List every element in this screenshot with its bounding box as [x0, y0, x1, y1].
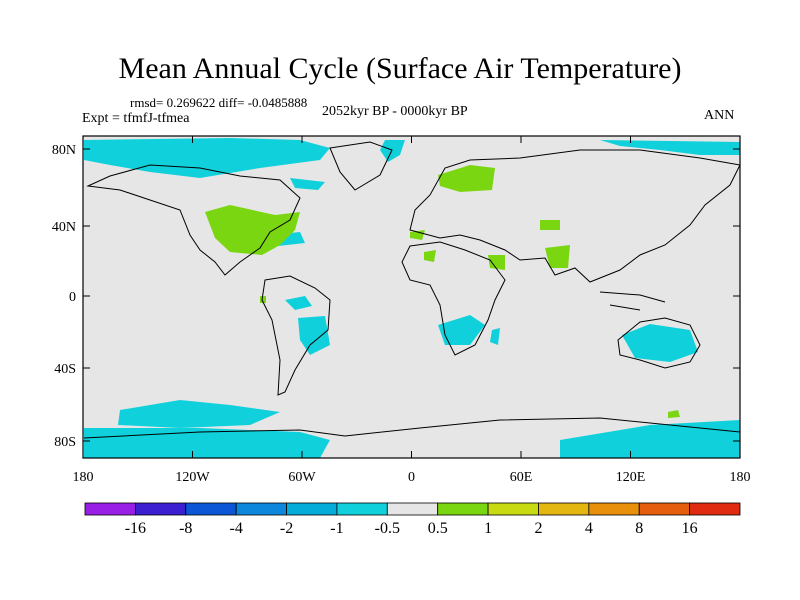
- colorbar-label: -8: [179, 520, 192, 537]
- colorbar-label: 1: [484, 520, 492, 537]
- lat-label: 40N: [52, 220, 76, 235]
- period-label: 2052kyr BP - 0000kyr BP: [322, 104, 468, 119]
- north-america-coast: [86, 164, 301, 276]
- antarctica-coast: [83, 417, 741, 439]
- lat-label: 80N: [52, 143, 76, 158]
- colorbar-label: -0.5: [375, 520, 400, 537]
- colorbar-label: 0.5: [428, 520, 448, 537]
- madagascar-cool-patch: [490, 328, 500, 345]
- colorbar-label: 8: [635, 520, 643, 537]
- lon-label: 0: [408, 470, 415, 485]
- colorbar-swatch: [437, 502, 489, 516]
- coastlines: [83, 141, 741, 439]
- colorbar-label: 4: [585, 520, 593, 537]
- lon-label: 120E: [616, 470, 646, 485]
- central-asia-warm-patch: [540, 220, 560, 230]
- arctic-cool-band: [84, 138, 330, 178]
- colorbar-label: -2: [280, 520, 293, 537]
- colorbar: -16 -8 -4 -2 -1 -0.5 0.5 1 2 4 8 16: [84, 502, 741, 537]
- southern-ocean-cool-band: [118, 400, 280, 428]
- lon-label: 120W: [175, 470, 210, 485]
- lon-label: 180: [730, 470, 751, 485]
- colorbar-swatch: [286, 502, 338, 516]
- colorbar-swatch: [638, 502, 691, 516]
- longitude-axis: 180 120W 60W 0 60E 120E 180: [73, 136, 751, 485]
- colorbar-label: 2: [534, 520, 542, 537]
- antarctic-cool-band-east: [560, 420, 740, 458]
- lat-label: 40S: [54, 362, 76, 377]
- scandinavia-warm-patch: [438, 165, 495, 192]
- lat-label: 0: [69, 290, 76, 305]
- africa-coast: [401, 241, 506, 356]
- arctic-east-cool-band: [600, 140, 740, 155]
- greenland-coast: [329, 141, 393, 191]
- lat-label: 80S: [54, 435, 76, 450]
- colorbar-label: 16: [682, 520, 698, 537]
- anomaly-cool-regions: [84, 138, 740, 458]
- australia-cool-patch: [622, 324, 698, 362]
- australia-coast: [617, 317, 701, 369]
- brazil-cool-patch: [285, 296, 312, 310]
- map-title: Mean Annual Cycle (Surface Air Temperatu…: [118, 52, 682, 85]
- lon-label: 180: [73, 470, 94, 485]
- stats-label: rmsd= 0.269622 diff= -0.0485888: [130, 95, 308, 110]
- colorbar-swatch: [386, 502, 439, 516]
- lon-label: 60E: [510, 470, 533, 485]
- lon-label: 60W: [288, 470, 316, 485]
- india-warm-patch: [545, 245, 570, 268]
- colorbar-swatch: [487, 502, 539, 516]
- southern-africa-cool-patch: [438, 315, 485, 345]
- labrador-cool-patch: [290, 178, 325, 190]
- colorbar-swatch: [538, 502, 590, 516]
- indonesia-coast: [599, 291, 666, 311]
- colorbar-swatch: [689, 502, 741, 516]
- eurasia-coast: [409, 149, 741, 283]
- colorbar-label: -1: [330, 520, 343, 537]
- colorbar-swatch: [235, 502, 287, 516]
- south-america-coast: [261, 275, 331, 396]
- colorbar-swatch: [185, 502, 237, 516]
- season-label: ANN: [704, 108, 735, 123]
- north-america-warm-patch: [205, 205, 300, 255]
- colorbar-swatch: [588, 502, 640, 516]
- antarctic-cool-band-west: [84, 428, 330, 458]
- anomaly-warm-regions: [205, 165, 680, 418]
- arabia-warm-patch: [488, 255, 505, 270]
- south-america-cool-patch: [298, 316, 330, 355]
- colorbar-swatch: [336, 502, 388, 516]
- antarctic-warm-patch: [668, 410, 680, 418]
- colorbar-swatch: [84, 502, 136, 516]
- south-america-warm-patch: [260, 296, 266, 303]
- colorbar-swatch: [134, 502, 187, 516]
- colorbar-label: -16: [125, 520, 146, 537]
- experiment-label: Expt = tfmfJ-tfmea: [82, 111, 190, 126]
- latitude-axis: 80N 40N 0 40S 80S: [52, 143, 740, 450]
- greenland-cool-patch: [380, 140, 405, 162]
- colorbar-label: -4: [229, 520, 242, 537]
- north-africa-warm-patch: [424, 250, 436, 262]
